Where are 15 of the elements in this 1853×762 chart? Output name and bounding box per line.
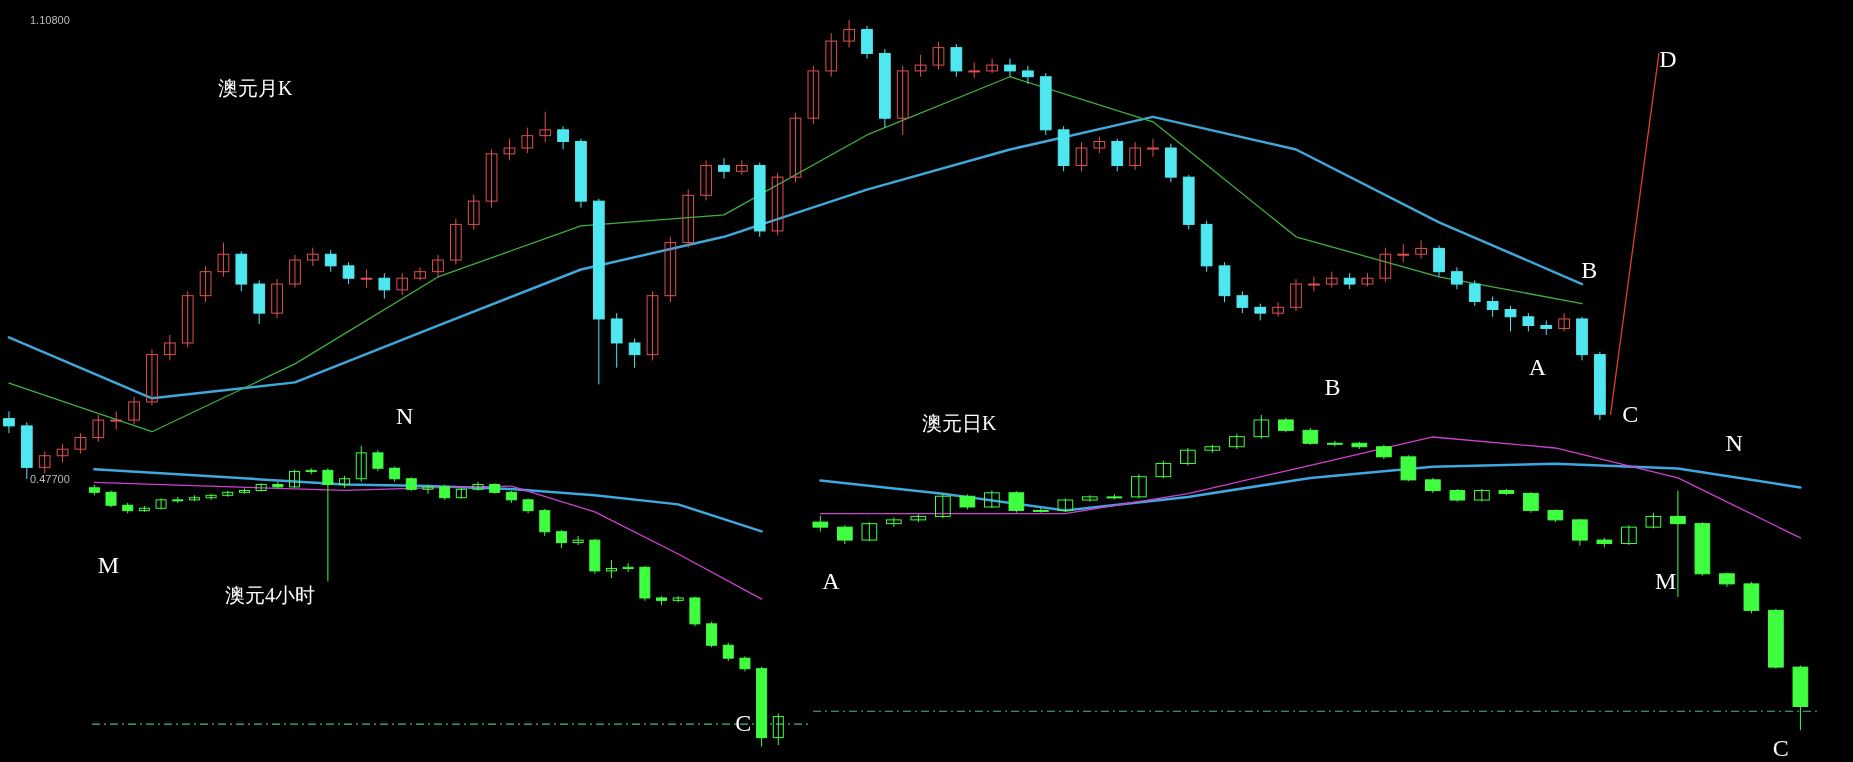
note: C <box>735 710 752 737</box>
note: A <box>1528 354 1546 380</box>
note: D <box>1659 46 1677 73</box>
title: 澳元日K <box>922 412 997 434</box>
note: C <box>1622 401 1639 428</box>
note: N <box>395 403 414 430</box>
note: M <box>1654 568 1677 595</box>
note: M <box>97 551 120 578</box>
note: C <box>1772 734 1789 761</box>
note: B <box>1581 256 1598 283</box>
note: N <box>1725 430 1743 457</box>
title: 澳元4小时 <box>225 584 315 606</box>
note: A <box>822 568 840 595</box>
title: 澳元月K <box>218 77 293 99</box>
note: B <box>1324 373 1341 400</box>
